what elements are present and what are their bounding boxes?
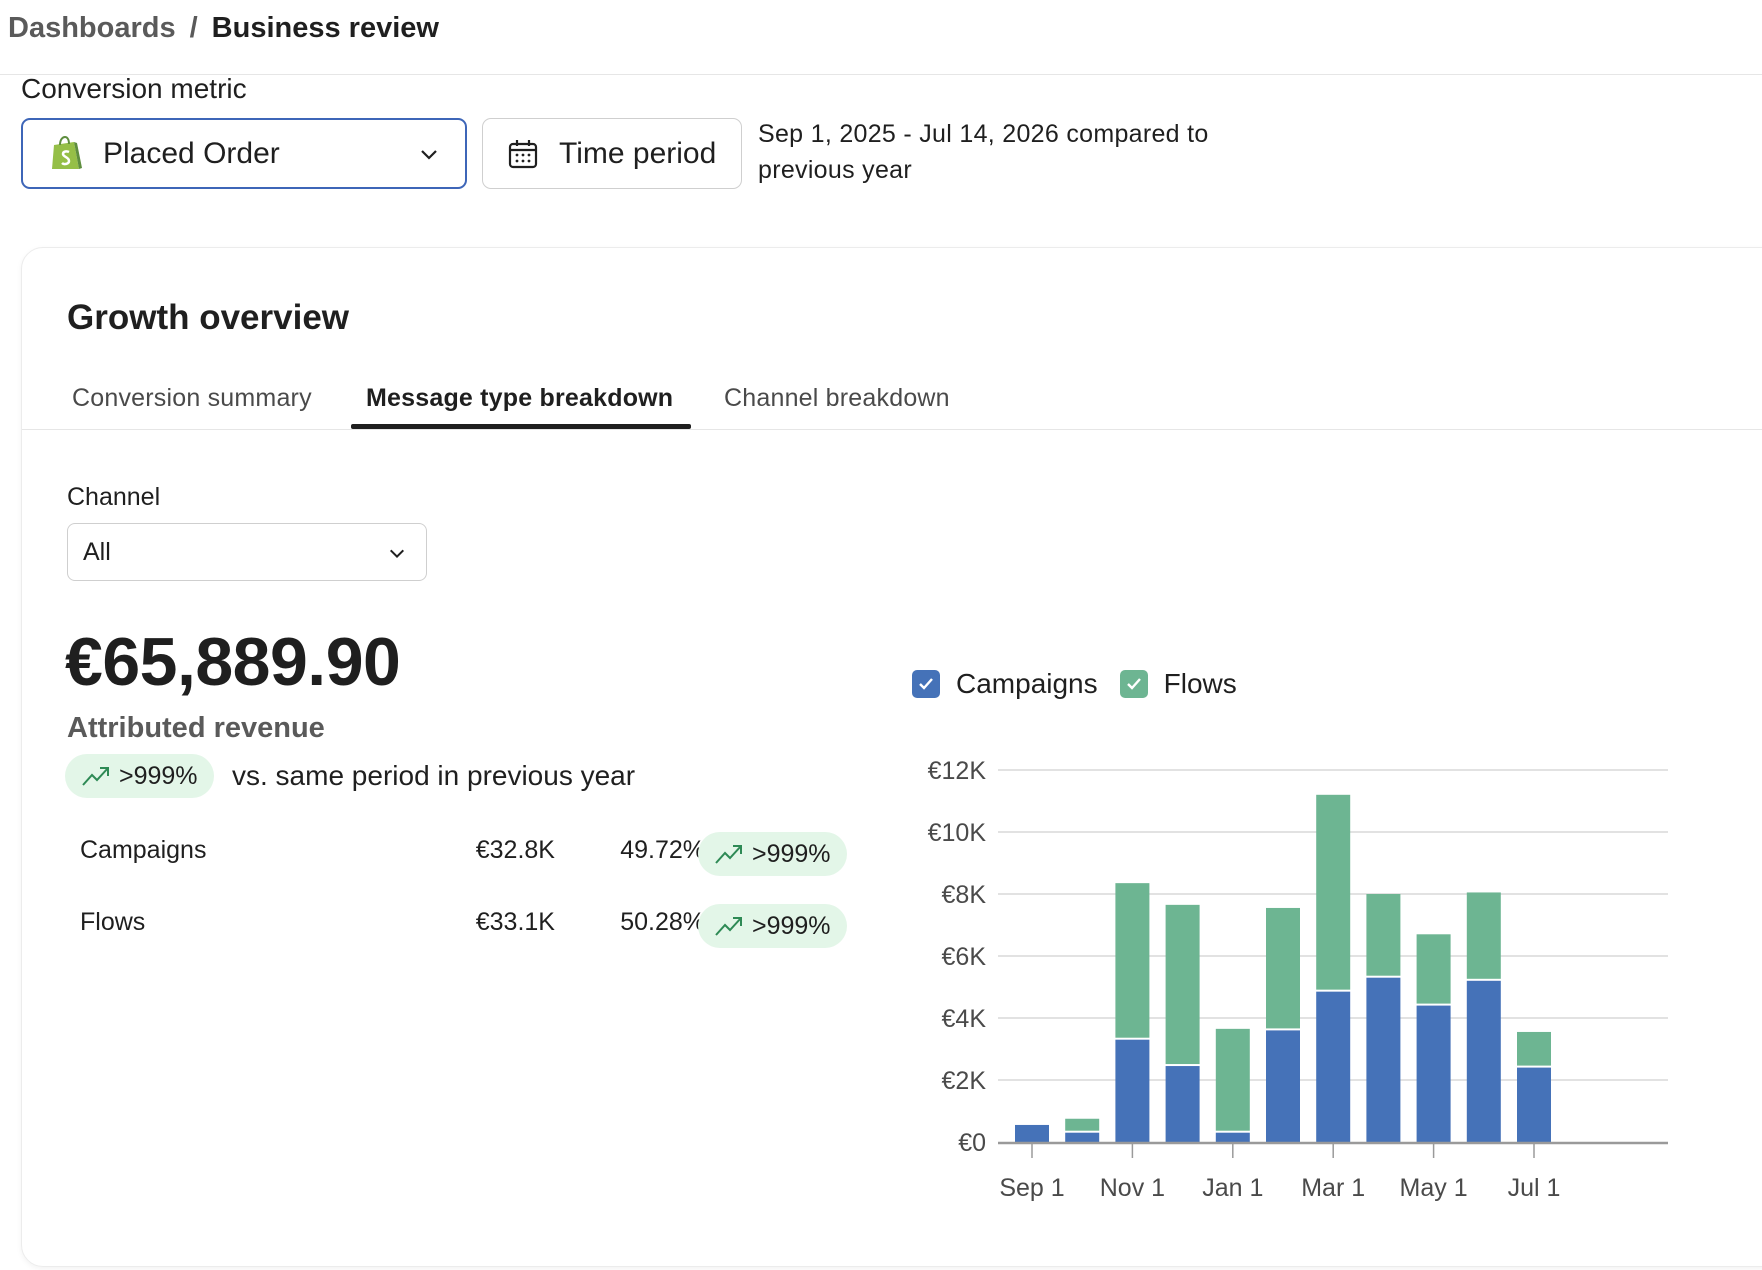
bar-flows-jun <box>1466 892 1501 979</box>
x-tick-label: Jan 1 <box>1202 1174 1263 1202</box>
tab-message-type-breakdown[interactable]: Message type breakdown <box>366 384 674 412</box>
bar-campaigns-oct <box>1065 1132 1100 1142</box>
bar-flows-oct <box>1065 1118 1100 1131</box>
row-change-badge-flows: >999% <box>698 904 847 948</box>
bar-flows-may <box>1416 934 1451 1004</box>
bar-campaigns-jul <box>1517 1067 1551 1142</box>
x-tick-label: May 1 <box>1400 1174 1468 1202</box>
calendar-icon <box>508 139 538 168</box>
bar-flows-feb <box>1266 907 1300 1029</box>
revenue-stacked-bar-chart: €0 €2K €4K €6K €8K €10K €12K Sep 1 Nov 1 Jan 1 Mar… <box>928 757 1668 1202</box>
legend-item-flows[interactable]: Flows <box>1119 668 1237 700</box>
chevron-down-icon <box>389 549 405 559</box>
bar-campaigns-mar <box>1316 991 1351 1142</box>
bar-flows-jan <box>1215 1028 1250 1131</box>
row-amount: €33.1K <box>475 908 555 936</box>
time-period-button[interactable]: Time period <box>482 118 742 189</box>
y-tick-label: €4K <box>942 1005 987 1033</box>
legend-item-campaigns[interactable]: Campaigns <box>912 668 1098 700</box>
chevron-down-icon <box>421 150 437 160</box>
trend-up-icon <box>715 845 742 864</box>
bar-campaigns-jun <box>1466 980 1501 1142</box>
x-tick-label: Jul 1 <box>1508 1174 1561 1202</box>
bar-flows-mar <box>1316 794 1351 990</box>
y-tick-label: €0 <box>958 1129 986 1157</box>
bar-flows-jul <box>1517 1031 1551 1066</box>
breadcrumb: Dashboards / Business review <box>8 12 439 45</box>
bar-campaigns-feb <box>1266 1030 1300 1142</box>
attributed-revenue-total: €65,889.90 <box>65 624 401 700</box>
legend-label-flows: Flows <box>1163 668 1237 699</box>
row-change-value: >999% <box>752 911 831 940</box>
row-change-badge-campaigns: >999% <box>698 832 847 876</box>
trend-up-icon <box>715 917 742 936</box>
time-period-label: Time period <box>559 136 717 170</box>
chart-legend: Campaigns Flows <box>912 668 1259 700</box>
change-badge: >999% <box>65 754 214 798</box>
legend-label-campaigns: Campaigns <box>956 668 1098 699</box>
breadcrumb-dashboards-link[interactable]: Dashboards <box>8 12 176 44</box>
comparison-text: vs. same period in previous year <box>232 760 636 791</box>
bar-campaigns-jan <box>1215 1132 1250 1142</box>
breadcrumb-separator: / <box>189 12 198 44</box>
y-tick-label: €8K <box>942 881 987 909</box>
y-tick-label: €12K <box>928 757 987 785</box>
tab-channel-breakdown[interactable]: Channel breakdown <box>724 384 950 412</box>
x-tick-label: Mar 1 <box>1301 1174 1365 1202</box>
trend-up-icon <box>82 767 109 786</box>
conversion-metric-value: Placed Order <box>103 136 280 170</box>
row-share: 49.72% <box>620 836 705 864</box>
breakdown-row-flows: Flows €33.1K 50.28% <box>80 900 900 940</box>
row-name: Campaigns <box>80 836 207 864</box>
top-bar: Dashboards / Business review <box>0 0 1762 75</box>
active-tab-indicator <box>351 424 691 429</box>
bar-campaigns-may <box>1416 1005 1451 1142</box>
bar-flows-nov <box>1115 883 1150 1038</box>
date-range-text: Sep 1, 2025 - Jul 14, 2026 compared to p… <box>758 120 1209 184</box>
row-share: 50.28% <box>620 908 705 936</box>
campaigns-checkbox-icon[interactable] <box>912 670 940 698</box>
bar-campaigns-nov <box>1115 1039 1150 1142</box>
attributed-revenue-label: Attributed revenue <box>67 712 325 744</box>
channel-value: All <box>83 538 111 566</box>
channel-label: Channel <box>67 483 161 511</box>
x-tick-label: Nov 1 <box>1100 1174 1165 1202</box>
row-change-value: >999% <box>752 839 831 868</box>
y-tick-label: €2K <box>942 1067 987 1095</box>
bar-campaigns-sep <box>1015 1124 1049 1142</box>
bar-campaigns-apr <box>1366 977 1401 1142</box>
y-tick-label: €10K <box>928 819 987 847</box>
change-badge-value: >999% <box>119 761 198 790</box>
breakdown-row-campaigns: Campaigns €32.8K 49.72% <box>80 828 900 868</box>
row-amount: €32.8K <box>475 836 555 864</box>
y-tick-label: €6K <box>942 943 987 971</box>
breadcrumb-current: Business review <box>211 12 439 44</box>
tab-conversion-summary[interactable]: Conversion summary <box>72 384 312 412</box>
growth-overview-card: Growth overview Conversion summary Messa… <box>21 247 1762 1267</box>
channel-dropdown[interactable]: All <box>67 523 427 581</box>
row-name: Flows <box>80 908 146 936</box>
bar-flows-apr <box>1366 894 1401 976</box>
bar-campaigns-dec <box>1165 1066 1200 1142</box>
tab-bar: Conversion summary Message type breakdow… <box>22 368 1762 430</box>
flows-checkbox-icon[interactable] <box>1119 670 1148 698</box>
conversion-metric-dropdown[interactable]: Placed Order <box>21 118 467 189</box>
bar-flows-dec <box>1165 904 1200 1065</box>
x-tick-label: Sep 1 <box>999 1174 1064 1202</box>
conversion-metric-label: Conversion metric <box>21 73 247 104</box>
card-title: Growth overview <box>67 298 350 337</box>
shopify-bag-icon <box>52 135 82 169</box>
